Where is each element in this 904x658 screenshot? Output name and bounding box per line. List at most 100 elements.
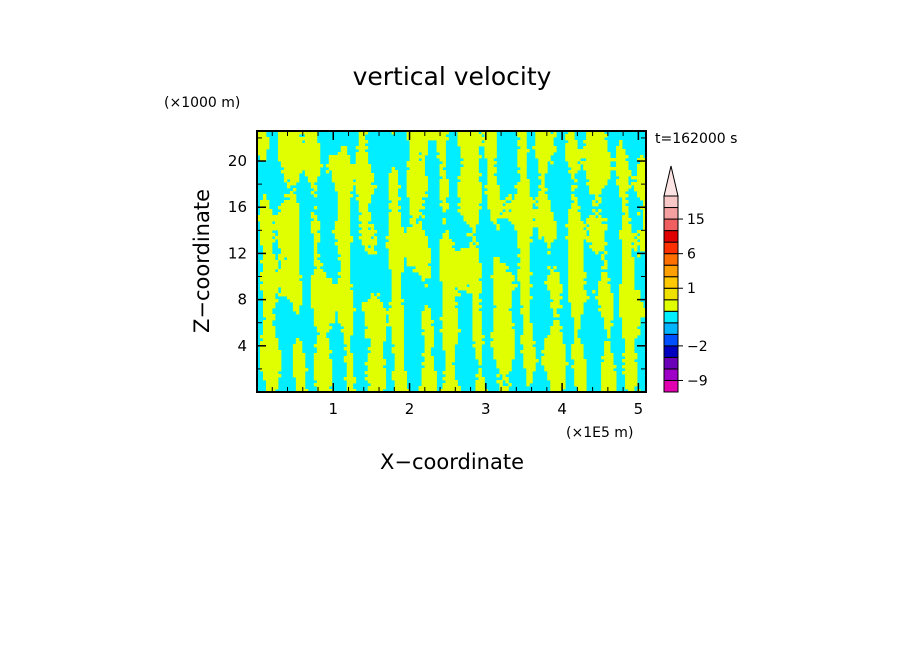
positive-velocity-cell — [334, 188, 354, 192]
positive-velocity-cell — [622, 239, 638, 243]
positive-velocity-cell — [517, 140, 527, 144]
colorbar-swatch — [663, 230, 679, 243]
positive-velocity-cell — [517, 230, 533, 234]
positive-velocity-cell — [394, 353, 405, 357]
positive-velocity-cell — [442, 287, 455, 291]
positive-velocity-cell — [622, 257, 635, 261]
positive-velocity-cell — [292, 302, 303, 306]
positive-velocity-cell — [310, 296, 354, 300]
positive-velocity-cell — [637, 179, 646, 183]
positive-velocity-cell — [487, 167, 497, 171]
positive-velocity-cell — [343, 347, 351, 351]
positive-velocity-cell — [388, 212, 402, 216]
positive-velocity-cell — [457, 140, 482, 144]
positive-velocity-cell — [361, 242, 378, 246]
positive-velocity-cell — [295, 389, 309, 392]
positive-velocity-cell — [388, 254, 431, 258]
positive-velocity-cell — [550, 332, 563, 336]
positive-velocity-cell — [553, 311, 557, 315]
positive-velocity-cell — [262, 293, 276, 297]
positive-velocity-cell — [391, 284, 402, 288]
positive-velocity-cell — [257, 146, 270, 150]
positive-velocity-cell — [622, 269, 635, 273]
positive-velocity-cell — [364, 329, 387, 333]
positive-velocity-cell — [478, 368, 482, 372]
positive-velocity-cell — [388, 314, 405, 318]
positive-velocity-cell — [604, 263, 608, 267]
colorbar-label: 15 — [687, 212, 705, 228]
positive-velocity-cell — [550, 290, 563, 294]
positive-velocity-cell — [475, 374, 482, 378]
positive-velocity-cell — [388, 230, 405, 234]
positive-velocity-cell — [406, 230, 425, 234]
positive-velocity-cell — [508, 194, 512, 198]
positive-velocity-cell — [442, 209, 446, 213]
positive-velocity-cell — [340, 266, 351, 270]
positive-velocity-cell — [337, 248, 351, 252]
positive-velocity-cell — [487, 188, 500, 192]
positive-velocity-cell — [598, 293, 614, 297]
positive-velocity-cell — [493, 308, 509, 312]
positive-velocity-cell — [598, 200, 602, 204]
positive-velocity-cell — [439, 185, 449, 189]
positive-velocity-cell — [574, 323, 581, 327]
positive-velocity-cell — [257, 152, 267, 156]
positive-velocity-cell — [257, 218, 300, 222]
positive-velocity-cell — [259, 260, 279, 264]
positive-velocity-cell — [289, 191, 294, 195]
positive-velocity-cell — [457, 185, 482, 189]
y-tick-label: 4 — [237, 337, 247, 355]
positive-velocity-cell — [262, 320, 273, 324]
positive-velocity-cell — [424, 335, 434, 339]
positive-velocity-cell — [601, 386, 617, 390]
positive-velocity-cell — [472, 320, 482, 324]
positive-velocity-cell — [571, 353, 584, 357]
positive-velocity-cell — [346, 344, 351, 348]
positive-velocity-cell — [538, 227, 557, 231]
positive-velocity-cell — [475, 350, 482, 354]
positive-velocity-cell — [310, 275, 327, 279]
positive-velocity-cell — [484, 149, 497, 153]
positive-velocity-cell — [523, 317, 530, 321]
positive-velocity-cell — [310, 230, 318, 234]
positive-velocity-cell — [391, 293, 402, 297]
positive-velocity-cell — [391, 371, 408, 375]
positive-velocity-cell — [496, 305, 512, 309]
positive-velocity-cell — [490, 341, 515, 345]
positive-velocity-cell — [619, 191, 626, 195]
positive-velocity-cell — [385, 236, 428, 240]
positive-velocity-cell — [460, 197, 482, 201]
positive-velocity-cell — [577, 386, 587, 390]
positive-velocity-cell — [346, 380, 357, 384]
positive-velocity-cell — [550, 389, 563, 392]
positive-velocity-cell — [502, 212, 554, 216]
positive-velocity-cell — [568, 266, 584, 270]
positive-velocity-cell — [538, 191, 545, 195]
positive-velocity-cell — [565, 224, 587, 228]
positive-velocity-cell — [520, 293, 530, 297]
positive-velocity-cell — [604, 260, 608, 264]
positive-velocity-cell — [388, 257, 405, 261]
positive-velocity-cell — [406, 191, 425, 195]
positive-velocity-cell — [257, 137, 270, 141]
positive-velocity-cell — [283, 200, 297, 204]
positive-velocity-cell — [622, 203, 626, 207]
positive-velocity-cell — [343, 377, 357, 381]
positive-velocity-cell — [388, 224, 402, 228]
positive-velocity-cell — [550, 380, 566, 384]
positive-velocity-cell — [370, 245, 375, 249]
positive-velocity-cell — [388, 302, 402, 306]
positive-velocity-cell — [505, 197, 512, 201]
positive-velocity-cell — [442, 347, 455, 351]
positive-velocity-cell — [409, 149, 428, 153]
positive-velocity-cell — [343, 326, 354, 330]
positive-velocity-cell — [475, 353, 482, 357]
positive-velocity-cell — [292, 374, 306, 378]
positive-velocity-cell — [625, 362, 638, 366]
positive-velocity-cell — [361, 212, 372, 216]
positive-velocity-cell — [334, 185, 354, 189]
positive-velocity-cell — [406, 170, 425, 174]
positive-velocity-cell — [445, 356, 455, 360]
positive-velocity-cell — [277, 140, 303, 144]
